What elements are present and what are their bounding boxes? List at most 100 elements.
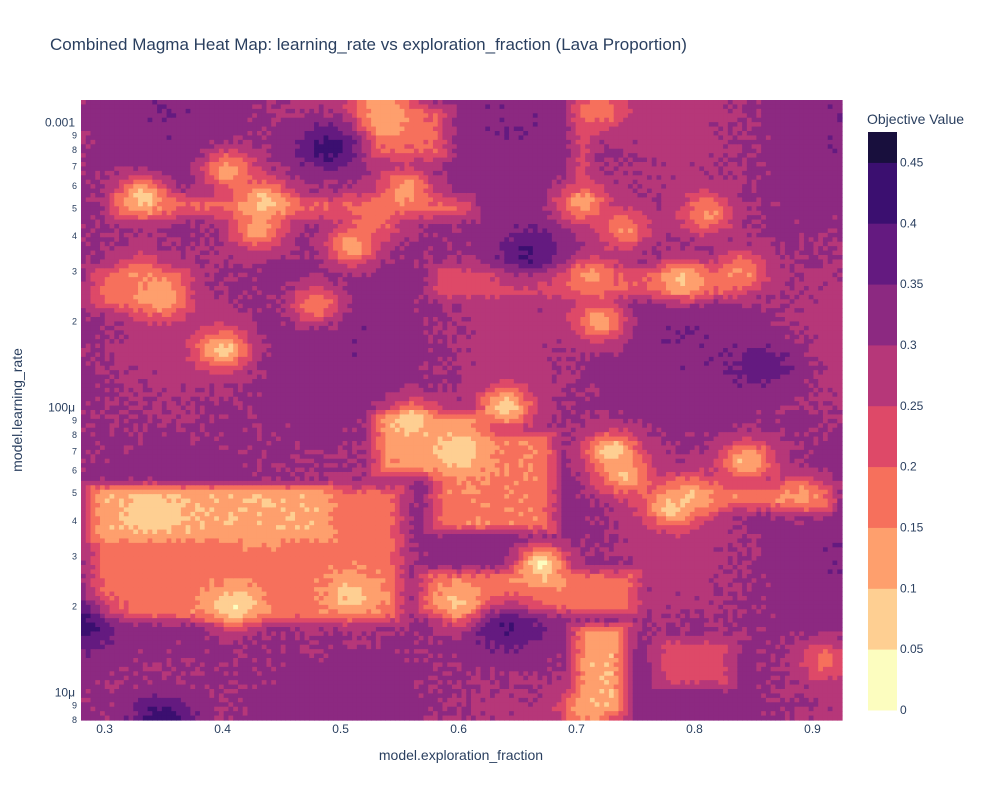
heatmap-cell [123,715,130,721]
heatmap-cell [114,179,120,185]
heatmap-cell [142,432,149,438]
heatmap-cell [100,618,106,624]
heatmap-cell [104,449,111,455]
heatmap-cell [133,356,139,362]
heatmap-cell [176,573,182,579]
heatmap-cell [228,343,234,349]
heatmap-cell [152,299,158,305]
heatmap-cell [199,445,206,451]
heatmap-cell [138,228,144,234]
heatmap-cell [100,706,106,712]
heatmap-cell [242,277,249,283]
heatmap-cell [223,702,230,708]
heatmap-cell [247,263,253,269]
heatmap-cell [214,702,220,708]
heatmap-cell [133,653,139,659]
heatmap-cell [85,432,92,438]
heatmap-cell [199,551,206,557]
heatmap-cell [166,104,172,110]
heatmap-cell [123,157,130,163]
heatmap-cell [157,609,163,615]
heatmap-cell [185,317,191,323]
heatmap-cell [190,113,196,119]
heatmap-cell [204,250,211,256]
heatmap-cell [109,166,115,172]
heatmap-cell [185,640,191,646]
heatmap-cell [199,379,206,385]
heatmap-cell [176,157,182,163]
heatmap-cell [133,578,139,584]
heatmap-cell [242,658,249,664]
heatmap-cell [95,144,101,150]
heatmap-cell [218,666,225,672]
heatmap-cell [199,153,206,159]
heatmap-cell [176,427,182,433]
heatmap-cell [123,303,130,309]
heatmap-cell [233,325,239,331]
heatmap-cell [195,330,201,336]
heatmap-cell [214,658,220,664]
heatmap-cell [204,635,211,641]
heatmap-cell [171,241,177,247]
heatmap-cell [199,697,206,703]
heatmap-cell [204,370,211,376]
heatmap-cell [237,587,244,593]
heatmap-cell [161,193,168,199]
heatmap[interactable] [81,100,843,721]
heatmap-cell [171,175,177,181]
heatmap-cell [209,122,215,128]
heatmap-cell [152,113,158,119]
heatmap-cell [228,157,234,163]
heatmap-cell [100,343,106,349]
heatmap-cell [247,100,253,106]
heatmap-cell [195,122,201,128]
heatmap-cell [233,139,239,145]
heatmap-cell [180,711,187,717]
heatmap-cell [119,463,125,469]
heatmap-cell [242,702,249,708]
heatmap-cell [95,241,101,247]
heatmap-cell [176,113,182,119]
heatmap-cell [228,361,234,367]
heatmap-cell [199,374,206,380]
heatmap-cell [166,516,172,522]
heatmap-cell [237,370,244,376]
heatmap-cell [95,498,101,504]
heatmap-cell [85,219,92,225]
heatmap-cell [242,224,249,230]
heatmap-cell [119,197,125,203]
heatmap-cell [100,365,106,371]
heatmap-cell [204,706,211,712]
heatmap-cell [81,339,87,345]
heatmap-cell [171,671,177,677]
heatmap-cell [138,498,144,504]
heatmap-cell [95,339,101,345]
heatmap-cell [190,317,196,323]
heatmap-cell [228,352,234,358]
heatmap-cell [109,228,115,234]
heatmap-cell [157,631,163,637]
heatmap-cell [81,476,87,482]
heatmap-cell [95,627,101,633]
heatmap-cell [223,153,230,159]
heatmap-cell [209,640,215,646]
heatmap-cell [233,658,239,664]
heatmap-cell [100,193,106,199]
heatmap-cell [142,148,149,154]
heatmap-cell [157,356,163,362]
heatmap-cell [100,556,106,562]
heatmap-cell [81,175,87,181]
heatmap-cell [214,148,220,154]
heatmap-cell [242,387,249,393]
heatmap-cell [95,711,101,717]
heatmap-cell [247,237,253,243]
heatmap-cell [218,587,225,593]
heatmap-cell [157,259,163,265]
heatmap-cell [147,228,153,234]
heatmap-cell [166,228,172,234]
heatmap-cell [242,188,249,194]
heatmap-cell [81,410,87,416]
heatmap-cell [138,449,144,455]
heatmap-cell [166,179,172,185]
heatmap-cell [100,392,106,398]
